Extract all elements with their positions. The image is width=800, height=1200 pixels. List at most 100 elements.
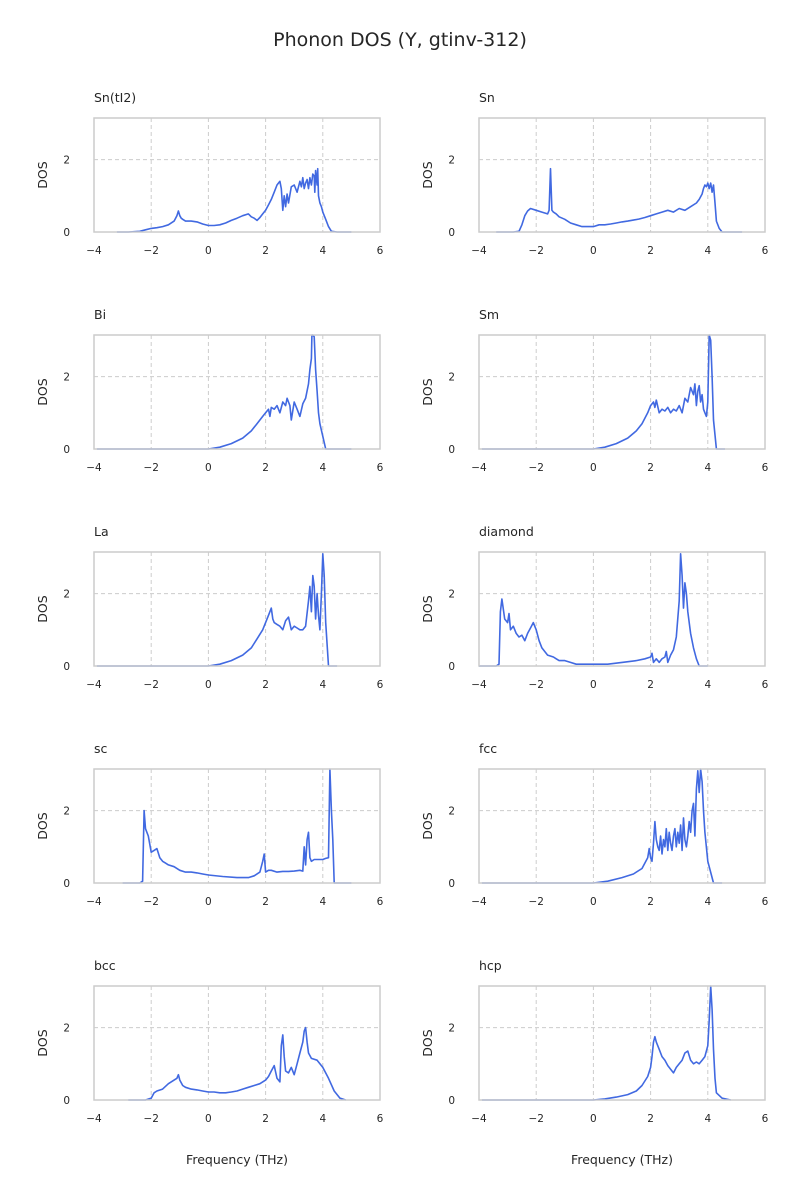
axes-frame [93, 985, 381, 1101]
dos-series-line [116, 167, 352, 233]
panel-sc: sc −4 −2 0 2 4 6 0 2 DOS [35, 741, 384, 908]
axes-frame [93, 117, 381, 233]
y-tick-label: 0 [63, 878, 70, 890]
panel-sn-ti2-: Sn(tI2) −4 −2 0 2 4 6 0 2 DOS [35, 90, 384, 257]
x-tick-label: 4 [319, 245, 326, 257]
y-tick-label: 2 [448, 589, 455, 601]
dos-series-line [122, 768, 352, 884]
x-tick-label: 4 [704, 245, 711, 257]
y-tick-label: 2 [63, 589, 70, 601]
x-tick-label: 6 [762, 1113, 769, 1125]
y-tick-label: 2 [448, 155, 455, 167]
x-tick-label: 6 [377, 245, 384, 257]
axes-frame [93, 334, 381, 450]
panel-title: fcc [479, 741, 497, 756]
y-axis-label: DOS [420, 378, 435, 405]
y-tick-label: 0 [448, 878, 455, 890]
x-tick-label: −4 [86, 462, 102, 474]
y-axis-label: DOS [420, 595, 435, 622]
dos-series-line [496, 167, 743, 233]
axes-frame [478, 985, 766, 1101]
x-tick-label: 2 [647, 462, 654, 474]
x-tick-label: 4 [319, 462, 326, 474]
x-tick-label: −4 [471, 245, 487, 257]
x-tick-label: 2 [647, 679, 654, 691]
panel-title: Sm [479, 307, 499, 322]
x-tick-label: −2 [143, 462, 158, 474]
x-tick-label: 4 [704, 1113, 711, 1125]
panel-grid: Sn(tI2) −4 −2 0 2 4 6 0 2 DOS Sn −4 −2 0 2 4 6 0 2 DOS Bi −4 −… [35, 90, 769, 1167]
panel-title: La [94, 524, 109, 539]
panel-bi: Bi −4 −2 0 2 4 6 0 2 DOS [35, 307, 384, 474]
x-tick-label: −4 [471, 679, 487, 691]
x-tick-label: −2 [143, 245, 158, 257]
y-tick-label: 0 [63, 227, 70, 239]
dos-series-line [481, 985, 731, 1101]
x-tick-label: 4 [704, 896, 711, 908]
x-tick-label: 4 [319, 896, 326, 908]
x-tick-label: 0 [205, 462, 212, 474]
y-axis-label: DOS [35, 1029, 50, 1056]
panel-la: La −4 −2 0 2 4 6 0 2 DOS [35, 524, 384, 691]
x-tick-label: −4 [86, 245, 102, 257]
panel-title: Bi [94, 307, 106, 322]
panel-bcc: bcc −4 −2 0 2 4 6 0 2 DOS Frequency (THz) [35, 958, 384, 1167]
x-tick-label: −2 [143, 896, 158, 908]
x-tick-label: −2 [528, 462, 543, 474]
x-tick-label: 4 [319, 679, 326, 691]
x-tick-label: −4 [471, 896, 487, 908]
figure-title: Phonon DOS (Y, gtinv-312) [273, 29, 527, 51]
y-tick-label: 0 [448, 444, 455, 456]
y-tick-label: 0 [448, 227, 455, 239]
panel-title: diamond [479, 524, 534, 539]
panel-sn: Sn −4 −2 0 2 4 6 0 2 DOS [420, 90, 769, 257]
x-tick-label: 0 [590, 679, 597, 691]
axes-frame [93, 768, 381, 884]
y-tick-label: 2 [63, 806, 70, 818]
dos-series-line [481, 768, 723, 884]
x-tick-label: 2 [262, 896, 269, 908]
x-tick-label: 6 [377, 462, 384, 474]
x-tick-label: 0 [590, 896, 597, 908]
panel-hcp: hcp −4 −2 0 2 4 6 0 2 DOS Frequency (THz) [420, 958, 769, 1167]
axes-frame [478, 334, 766, 450]
y-tick-label: 0 [448, 1095, 455, 1107]
panel-diamond: diamond −4 −2 0 2 4 6 0 2 DOS [420, 524, 769, 691]
y-tick-label: 2 [448, 806, 455, 818]
x-tick-label: 0 [205, 679, 212, 691]
x-tick-label: −4 [471, 462, 487, 474]
x-tick-label: 4 [704, 679, 711, 691]
x-tick-label: −4 [86, 679, 102, 691]
panel-fcc: fcc −4 −2 0 2 4 6 0 2 DOS [420, 741, 769, 908]
y-tick-label: 0 [63, 661, 70, 673]
panel-title: sc [94, 741, 108, 756]
x-tick-label: −2 [528, 896, 543, 908]
dos-series-line [479, 553, 708, 667]
panel-title: Sn [479, 90, 495, 105]
panel-sm: Sm −4 −2 0 2 4 6 0 2 DOS [420, 307, 769, 474]
x-tick-label: 4 [704, 462, 711, 474]
x-tick-label: 6 [762, 245, 769, 257]
y-tick-label: 0 [448, 661, 455, 673]
x-tick-label: 0 [590, 462, 597, 474]
x-tick-label: 0 [205, 245, 212, 257]
panel-title: bcc [94, 958, 116, 973]
x-tick-label: −2 [143, 1113, 158, 1125]
axes-frame [478, 551, 766, 667]
axes-frame [93, 551, 381, 667]
y-axis-label: DOS [35, 812, 50, 839]
y-axis-label: DOS [35, 595, 50, 622]
x-tick-label: 0 [590, 1113, 597, 1125]
x-tick-label: 2 [647, 1113, 654, 1125]
x-tick-label: −4 [86, 896, 102, 908]
y-axis-label: DOS [35, 161, 50, 188]
x-axis-label: Frequency (THz) [186, 1152, 288, 1167]
x-tick-label: 6 [762, 679, 769, 691]
x-tick-label: 0 [205, 1113, 212, 1125]
y-tick-label: 2 [63, 372, 70, 384]
x-axis-label: Frequency (THz) [571, 1152, 673, 1167]
y-tick-label: 2 [63, 155, 70, 167]
x-tick-label: −2 [143, 679, 158, 691]
x-tick-label: 6 [377, 896, 384, 908]
x-tick-label: 2 [647, 245, 654, 257]
